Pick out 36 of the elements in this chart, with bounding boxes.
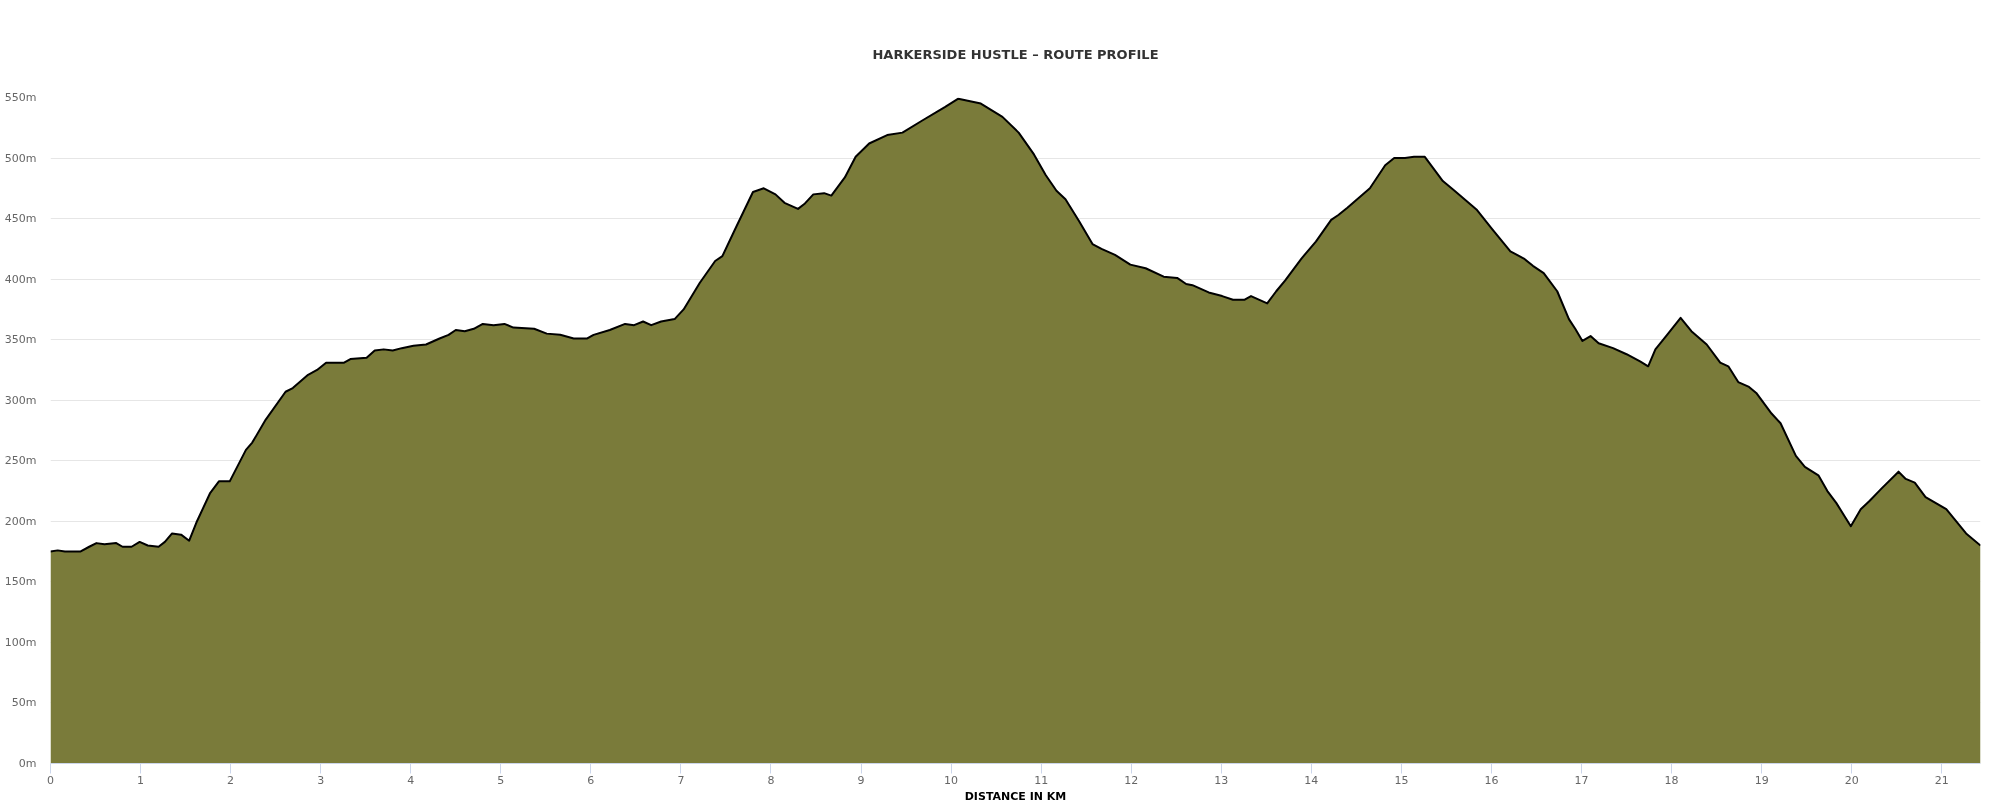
x-tick-label: 15 (1394, 773, 1409, 787)
x-tick-label: 16 (1484, 773, 1499, 787)
x-tick-label: 2 (227, 773, 235, 787)
x-tick-label: 1 (137, 773, 145, 787)
y-tick-label: 400m (4, 272, 37, 286)
x-tick-label: 5 (497, 773, 505, 787)
y-tick-label: 100m (4, 635, 37, 649)
x-tick-label: 0 (47, 773, 54, 787)
x-tick-label: 6 (587, 773, 595, 787)
x-tick-label: 19 (1754, 773, 1769, 787)
x-tick-label: 14 (1304, 773, 1319, 787)
x-tick-label: 12 (1124, 773, 1139, 787)
x-tick-label: 21 (1934, 773, 1949, 787)
x-tick-label: 20 (1844, 773, 1859, 787)
x-tick-label: 8 (767, 773, 775, 787)
x-tick-label: 18 (1664, 773, 1679, 787)
x-tick-label: 7 (677, 773, 685, 787)
y-tick-label: 500m (4, 151, 37, 165)
y-tick-label: 50m (11, 696, 37, 710)
x-tick-label: 11 (1034, 773, 1049, 787)
y-tick-label: 250m (4, 454, 37, 468)
x-tick-label: 4 (407, 773, 415, 787)
y-tick-label: 0m (18, 757, 37, 770)
y-tick-label: 300m (4, 393, 37, 407)
x-tick-label: 13 (1214, 773, 1229, 787)
x-tick-label: 17 (1574, 773, 1589, 787)
y-tick-label: 550m (4, 91, 37, 104)
x-tick-label: 9 (857, 773, 865, 787)
y-tick-label: 150m (4, 575, 37, 589)
y-tick-label: 450m (4, 212, 37, 226)
x-axis-title: DISTANCE IN KM (964, 789, 1067, 803)
x-tick-label: 10 (944, 773, 959, 787)
y-tick-label: 350m (4, 333, 37, 347)
x-tick-label: 3 (317, 773, 325, 787)
chart-title: HARKERSIDE HUSTLE – ROUTE PROFILE (872, 46, 1159, 62)
y-tick-label: 200m (4, 514, 37, 528)
